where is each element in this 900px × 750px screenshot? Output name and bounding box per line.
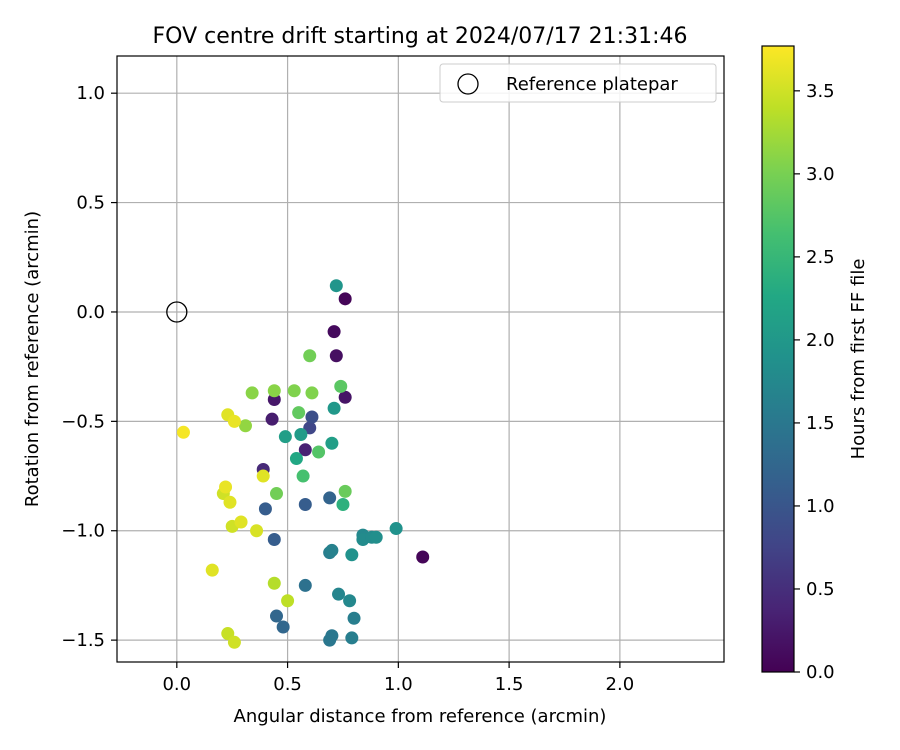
data-point	[265, 412, 279, 426]
data-point	[323, 491, 337, 505]
y-tick-label: 1.0	[76, 83, 105, 104]
data-point	[238, 419, 252, 433]
data-point	[416, 550, 430, 564]
colorbar-ticks: 0.0 0.5 1.0 1.5 2.0 2.5 3.0 3.5	[794, 81, 835, 683]
data-point	[329, 279, 343, 293]
data-point	[303, 421, 317, 435]
x-axis-label: Angular distance from reference (arcmin)	[234, 706, 607, 727]
data-point	[345, 548, 359, 562]
x-tick-label: 0.0	[162, 674, 191, 695]
data-point	[294, 427, 308, 441]
y-tick-label: 0.0	[76, 302, 105, 323]
data-point	[278, 430, 292, 444]
data-point	[270, 487, 284, 501]
data-point	[227, 635, 241, 649]
data-point	[336, 497, 350, 511]
data-point	[338, 292, 352, 306]
data-point	[245, 386, 259, 400]
legend-reference-marker	[457, 73, 479, 95]
data-point	[329, 349, 343, 363]
data-point	[312, 445, 326, 459]
data-point	[292, 406, 306, 420]
colorbar-tick-label: 0.5	[806, 579, 835, 600]
x-tick-label: 2.0	[606, 674, 635, 695]
data-point	[270, 609, 284, 623]
data-point	[267, 384, 281, 398]
data-point	[267, 576, 281, 590]
colorbar-tick-label: 2.5	[806, 247, 835, 268]
colorbar-tick-label: 3.0	[806, 164, 835, 185]
data-point	[327, 401, 341, 415]
data-point	[250, 524, 264, 538]
data-point	[281, 594, 295, 608]
colorbar-tick-label: 2.0	[806, 330, 835, 351]
data-point	[305, 386, 319, 400]
data-point	[325, 436, 339, 450]
y-axis-label: Rotation from reference (arcmin)	[22, 211, 43, 507]
data-point	[289, 452, 303, 466]
data-point	[176, 425, 190, 439]
data-point	[343, 594, 357, 608]
data-point	[296, 469, 310, 483]
data-point	[389, 522, 403, 536]
x-tick-label: 1.0	[384, 674, 413, 695]
data-point	[298, 443, 312, 457]
colorbar-tick-label: 1.0	[806, 496, 835, 517]
data-point	[338, 390, 352, 404]
data-point	[334, 379, 348, 393]
data-point	[256, 469, 270, 483]
data-point	[298, 578, 312, 592]
data-point	[327, 325, 341, 339]
data-point	[325, 543, 339, 557]
legend-box	[439, 63, 717, 103]
data-point	[205, 563, 219, 577]
plot-frame	[116, 55, 725, 663]
grid	[117, 56, 724, 662]
legend: Reference platepar	[439, 63, 717, 103]
data-point	[298, 497, 312, 511]
data-point	[223, 495, 237, 509]
data-point	[267, 532, 281, 546]
data-point	[219, 480, 233, 494]
data-point	[323, 633, 337, 647]
colorbar-tick-label: 0.0	[806, 662, 835, 683]
data-point	[338, 484, 352, 498]
data-point	[227, 414, 241, 428]
scatter-points	[166, 279, 430, 649]
data-point	[347, 611, 361, 625]
data-point	[287, 384, 301, 398]
data-point	[305, 410, 319, 424]
x-axis-ticks: 0.0 0.5 1.0 1.5 2.0	[162, 662, 634, 695]
colorbar: 0.0 0.5 1.0 1.5 2.0 2.5 3.0 3.5 Hours from firs…	[761, 45, 869, 683]
x-tick-label: 0.5	[273, 674, 302, 695]
legend-label: Reference platepar	[506, 74, 678, 95]
data-point	[276, 620, 290, 634]
y-tick-label: −1.0	[61, 521, 105, 542]
colorbar-tick-label: 1.5	[806, 413, 835, 434]
data-point	[303, 349, 317, 363]
y-tick-label: 0.5	[76, 193, 105, 214]
data-point	[345, 631, 359, 645]
colorbar-tick-label: 3.5	[806, 81, 835, 102]
y-tick-label: −0.5	[61, 411, 105, 432]
data-point	[234, 515, 248, 529]
data-point	[369, 530, 383, 544]
x-tick-label: 1.5	[495, 674, 524, 695]
data-point	[332, 587, 346, 601]
colorbar-gradient	[761, 45, 795, 673]
chart-title: FOV centre drift starting at 2024/07/17 …	[153, 24, 688, 49]
y-axis-ticks: 1.0 0.5 0.0 −0.5 −1.0 −1.5	[61, 83, 117, 651]
y-tick-label: −1.5	[61, 630, 105, 651]
reference-platepar-marker	[166, 301, 188, 323]
data-point	[258, 502, 272, 516]
colorbar-label: Hours from first FF file	[848, 259, 869, 460]
